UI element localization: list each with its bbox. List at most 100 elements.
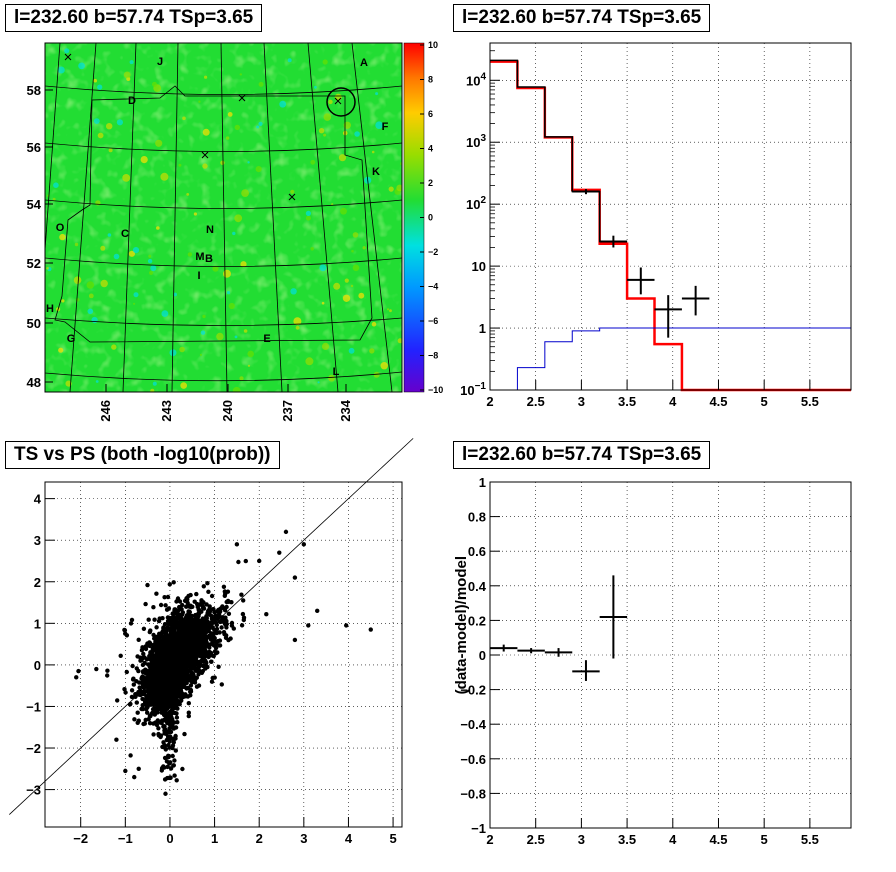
skymap-fluctuation [388, 186, 394, 192]
scatter-point [136, 766, 141, 772]
scatter-point [178, 616, 184, 622]
skymap-fluctuation [321, 342, 330, 350]
scatter-point [189, 622, 195, 627]
scatter-point [161, 712, 167, 718]
scatter-point [186, 609, 191, 614]
x-tick-label: 246 [98, 400, 113, 422]
panel2-title: l=232.60 b=57.74 TSp=3.65 [453, 4, 711, 32]
scatter-point [243, 558, 248, 564]
y-tick-label: 0.8 [468, 510, 486, 525]
scatter-point [165, 594, 171, 600]
skymap-fluctuation [287, 58, 292, 63]
scatter-point [167, 761, 172, 766]
scatter-point [240, 611, 246, 617]
x-tick-label: 243 [159, 400, 174, 422]
skymap-fluctuation [193, 212, 197, 216]
scatter-point [140, 655, 145, 661]
scatter-point [174, 685, 179, 690]
scatter-point [192, 644, 198, 650]
colorbar-tick-label: 10 [428, 40, 438, 50]
region-label: N [206, 224, 214, 236]
scatter-point [141, 651, 146, 657]
scatter-point [148, 628, 153, 633]
scatter-point [182, 669, 187, 674]
scatter-point [283, 529, 289, 535]
scatter-point [150, 649, 155, 654]
y-tick-label: −3 [26, 783, 41, 798]
scatter-point [114, 737, 119, 742]
skymap-fluctuation [247, 364, 251, 367]
scatter-point [123, 631, 128, 636]
scatter-point [166, 642, 171, 648]
scatter-point [140, 706, 146, 712]
scatter-point [168, 766, 174, 771]
panel3-title: TS vs PS (both -log10(prob)) [5, 441, 280, 469]
region-label: G [67, 333, 76, 345]
x-tick-label: 1 [211, 831, 218, 846]
scatter-point [142, 699, 148, 705]
scatter-point [165, 764, 170, 770]
scatter-point [209, 631, 214, 636]
residual-panel: 2 2.5 3 3.5 4 4.5 5 5.5 −1 −0.8 −0.6 −0.4 −0.2 0 0.2 0.… [453, 475, 852, 847]
skymap-fluctuation [228, 302, 235, 310]
scatter-point [153, 689, 158, 695]
scatter-point [199, 600, 204, 605]
scatter-point [229, 600, 234, 605]
scatter-point [149, 691, 155, 696]
scatter-point [224, 604, 229, 610]
skymap-fluctuation [328, 374, 335, 382]
skymap-fluctuation [279, 100, 287, 108]
skymap-fluctuation [152, 381, 157, 386]
scatter-point [175, 692, 180, 698]
scatter-point [135, 710, 140, 715]
scatter-point [171, 763, 176, 768]
scatter-point [132, 717, 137, 722]
scatter-point [206, 589, 211, 594]
scatter-point [196, 672, 201, 677]
scatter-point [157, 648, 162, 654]
scatter-point [161, 679, 167, 685]
scatter-point [122, 687, 127, 692]
skymap-fluctuation [95, 380, 99, 383]
scatter-point [188, 689, 194, 694]
skymap-fluctuation [100, 279, 108, 288]
scatter-point [178, 688, 183, 693]
scatter-point [154, 678, 159, 684]
scatter-point [182, 656, 187, 662]
scatter-point [344, 623, 349, 628]
scatter-point [180, 638, 185, 643]
skymap-fluctuation [343, 121, 351, 129]
scatter-point [195, 604, 200, 610]
skymap-fluctuation [317, 381, 320, 384]
colorbar-tick-label: −4 [428, 282, 438, 292]
x-tick-label: −2 [73, 831, 88, 846]
region-label: O [56, 222, 65, 234]
scatter-point [146, 717, 151, 722]
scatter-point [209, 659, 214, 664]
x-tick-label: 3.5 [618, 832, 636, 847]
scatter-point [188, 683, 194, 688]
x-tick-label: 4 [669, 394, 677, 409]
scatter-point [192, 599, 197, 604]
scatter-point [223, 635, 229, 640]
y-tick-label: 56 [27, 140, 41, 155]
scatter-point [174, 599, 179, 604]
scatter-point [122, 628, 128, 633]
scatter-point [209, 616, 215, 621]
scatter-point [145, 710, 150, 715]
scatter-point [191, 676, 197, 682]
scatter-point [301, 542, 307, 547]
x-tick-label: 2.5 [527, 832, 545, 847]
scatter-point [163, 791, 168, 796]
scatter-point [184, 634, 189, 640]
skymap-fluctuation [380, 362, 388, 370]
scatter-point [164, 737, 169, 743]
scatter-point [207, 626, 212, 631]
scatter-point [178, 631, 184, 637]
skymap-fluctuation [362, 246, 366, 250]
scatter-point [205, 581, 210, 586]
colorbar-tick-label: −2 [428, 247, 438, 257]
scatter-point [163, 690, 168, 695]
scatter-point [163, 672, 169, 678]
scatter-point [292, 637, 298, 643]
